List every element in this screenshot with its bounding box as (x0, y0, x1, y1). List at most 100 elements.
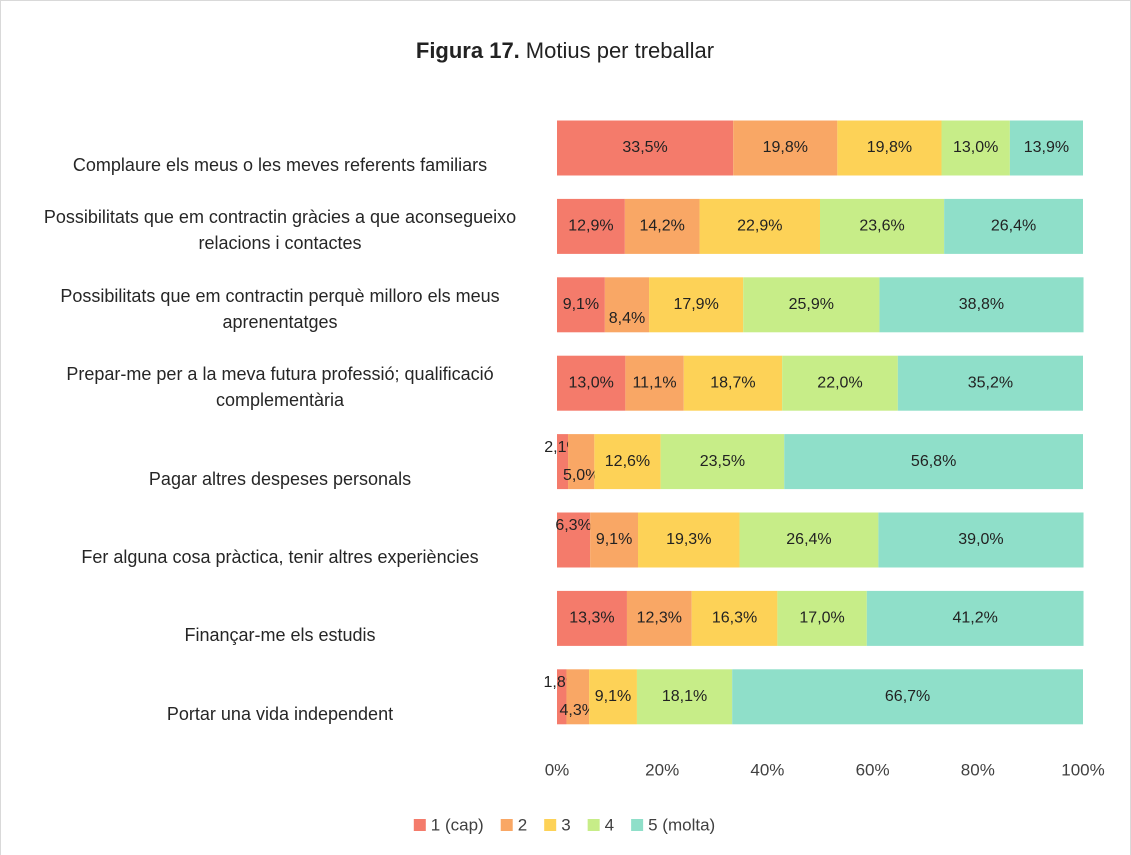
x-tick-label: 40% (750, 760, 784, 779)
bar-segment (699, 198, 820, 254)
x-tick-label: 80% (961, 760, 995, 779)
data-label: 19,3% (666, 531, 711, 548)
legend-label: 5 (molta) (648, 815, 715, 834)
data-label: 5,0% (563, 467, 599, 484)
data-label: 9,1% (563, 296, 599, 313)
bar-segment (557, 512, 591, 568)
bar-segment (944, 198, 1083, 254)
bar-segment (557, 198, 625, 254)
x-tick-label: 20% (645, 760, 679, 779)
bar-segment (941, 120, 1010, 176)
data-label: 38,8% (959, 296, 1004, 313)
data-label: 11,1% (632, 374, 676, 391)
legend-swatch (544, 819, 557, 831)
category-label: Finançar-me els estudis (184, 625, 376, 646)
data-label: 26,4% (991, 218, 1036, 235)
bar-segment (660, 434, 785, 490)
data-label: 14,2% (640, 218, 685, 235)
data-label: 22,9% (737, 218, 782, 235)
data-label: 23,6% (859, 218, 904, 235)
bar-segment (557, 277, 605, 333)
bar-segment (739, 512, 879, 568)
bar-segment (589, 669, 637, 725)
legend-swatch (587, 819, 600, 831)
bar-segment (557, 120, 734, 176)
bar-segment (636, 669, 733, 725)
data-label: 19,8% (867, 139, 912, 156)
bar-segment (683, 355, 783, 411)
bar-segment (649, 277, 744, 333)
category-label: Possibilitats que em contractin gràcies … (43, 207, 517, 254)
bar-segment (733, 120, 838, 176)
data-label: 66,7% (885, 688, 930, 705)
data-label: 17,0% (799, 610, 844, 627)
data-label: 12,9% (568, 218, 613, 235)
data-label: 13,0% (953, 139, 998, 156)
data-label: 12,3% (637, 610, 682, 627)
data-label: 9,1% (596, 531, 632, 548)
legend-label: 1 (cap) (431, 815, 484, 834)
data-label: 33,5% (622, 139, 667, 156)
category-label: Possibilitats que em contractin perquè m… (60, 285, 500, 332)
data-label: 56,8% (911, 453, 956, 470)
bar-segment (878, 512, 1084, 568)
bar-segment (777, 590, 867, 646)
data-label: 26,4% (786, 531, 831, 548)
category-label: Portar una vida independent (166, 703, 394, 724)
data-label: 41,2% (952, 610, 997, 627)
bar-segment (782, 355, 898, 411)
data-label: 8,4% (609, 310, 645, 327)
data-label: 13,9% (1024, 139, 1069, 156)
legend-label: 4 (605, 815, 614, 834)
data-label: 13,3% (569, 610, 614, 627)
bar-segment (624, 198, 700, 254)
x-tick-label: 0% (545, 760, 570, 779)
bar-segment (604, 277, 650, 333)
legend-swatch (500, 819, 513, 831)
bar-segment (626, 590, 692, 646)
data-label: 4,3% (560, 702, 596, 719)
data-label: 9,1% (595, 688, 631, 705)
title-text: Motius per treballar (526, 38, 714, 63)
bar-segment (568, 434, 595, 490)
legend-swatch (631, 819, 644, 831)
data-label: 12,6% (605, 453, 650, 470)
bar-segment (557, 590, 627, 646)
data-label: 22,0% (817, 374, 862, 391)
bar-segment (557, 669, 567, 725)
data-label: 13,0% (569, 374, 614, 391)
bar-segment (557, 355, 626, 411)
data-label: 17,9% (673, 296, 718, 313)
bar-segment (866, 590, 1084, 646)
bar-segment (590, 512, 639, 568)
data-label: 39,0% (958, 531, 1003, 548)
chart-title: Figura 17. Motius per treballar (416, 38, 714, 63)
bar-segment (784, 434, 1083, 490)
bar-segment (691, 590, 778, 646)
bar-segment (897, 355, 1083, 411)
data-label: 18,7% (710, 374, 755, 391)
legend-label: 2 (518, 815, 527, 834)
data-label: 6,3% (555, 517, 591, 534)
x-tick-label: 100% (1061, 760, 1104, 779)
data-label: 35,2% (968, 374, 1013, 391)
bar-segment (732, 669, 1083, 725)
x-tick-label: 60% (856, 760, 890, 779)
bar-segment (837, 120, 942, 176)
bar-segment (625, 355, 684, 411)
bar-segment (638, 512, 740, 568)
data-label: 18,1% (662, 688, 707, 705)
bar-segment (879, 277, 1084, 333)
category-label: Fer alguna cosa pràctica, tenir altres e… (81, 547, 479, 567)
data-label: 25,9% (789, 296, 834, 313)
data-label: 16,3% (712, 610, 757, 627)
legend-label: 3 (561, 815, 570, 834)
data-label: 23,5% (700, 453, 745, 470)
bar-segment (557, 434, 569, 490)
bar-segment (594, 434, 661, 490)
title-prefix: Figura 17. (416, 38, 520, 63)
category-label: Complaure els meus o les meves referents… (72, 155, 488, 175)
category-label: Pagar altres despeses personals (148, 468, 412, 489)
